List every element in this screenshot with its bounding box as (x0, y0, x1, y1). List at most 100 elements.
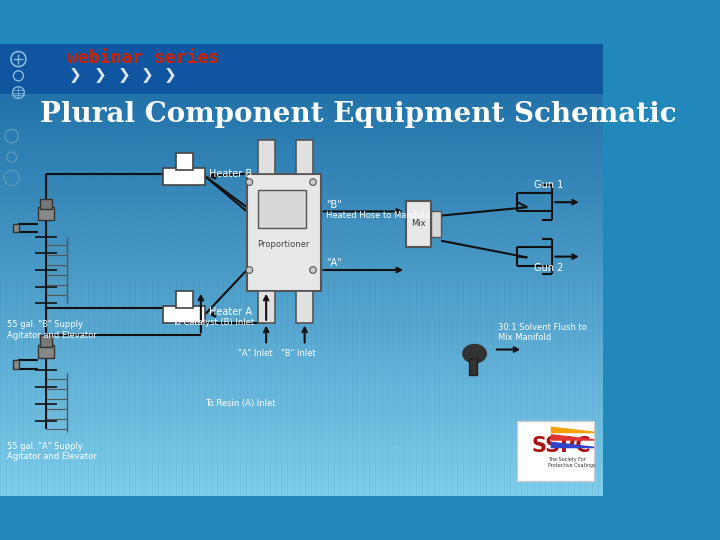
Bar (258, 140, 274, 174)
Ellipse shape (463, 345, 486, 363)
Polygon shape (0, 328, 603, 337)
Polygon shape (0, 421, 603, 429)
Text: "A" Inlet: "A" Inlet (238, 349, 273, 358)
Circle shape (246, 179, 253, 185)
Bar (163, 306, 205, 323)
Polygon shape (0, 86, 603, 94)
Polygon shape (0, 237, 603, 245)
Text: Heater A: Heater A (210, 307, 252, 317)
Text: ❯: ❯ (140, 69, 153, 83)
Text: "B" Inlet: "B" Inlet (282, 349, 316, 358)
Bar (406, 201, 431, 247)
Bar (258, 291, 274, 323)
Text: Heated Hose to Manifold: Heated Hose to Manifold (326, 211, 431, 220)
Polygon shape (0, 111, 603, 119)
Text: Gun 2: Gun 2 (534, 264, 563, 273)
Polygon shape (0, 404, 603, 412)
Bar (12, 360, 19, 369)
Text: 30:1 Solvent Flush to
Mix Manifold: 30:1 Solvent Flush to Mix Manifold (498, 323, 587, 342)
Polygon shape (0, 103, 603, 111)
Polygon shape (0, 212, 603, 220)
Bar (176, 291, 192, 308)
Text: ❯: ❯ (164, 69, 177, 83)
Bar (0, 44, 603, 94)
Polygon shape (0, 262, 603, 270)
Polygon shape (0, 362, 603, 370)
Circle shape (310, 267, 316, 273)
Bar (40, 335, 52, 347)
Polygon shape (0, 337, 603, 345)
Text: ❯: ❯ (68, 69, 81, 83)
Polygon shape (0, 195, 603, 203)
Polygon shape (0, 488, 603, 496)
Text: ❯: ❯ (94, 69, 107, 83)
Text: Proportioner: Proportioner (258, 240, 310, 249)
Polygon shape (0, 44, 603, 52)
Text: To Resin (A) Inlet: To Resin (A) Inlet (205, 400, 276, 408)
Polygon shape (0, 345, 603, 354)
Text: ❯: ❯ (117, 69, 130, 83)
Text: Mix: Mix (411, 219, 426, 228)
Polygon shape (551, 442, 594, 448)
Polygon shape (0, 78, 603, 86)
Polygon shape (0, 128, 603, 136)
Polygon shape (0, 387, 603, 395)
Polygon shape (0, 312, 603, 320)
Bar (163, 168, 205, 185)
Text: The Society For
Protective Coatings: The Society For Protective Coatings (548, 457, 596, 468)
Polygon shape (0, 370, 603, 379)
Bar (469, 358, 477, 375)
Polygon shape (0, 379, 603, 387)
Polygon shape (0, 295, 603, 303)
Polygon shape (0, 454, 603, 462)
Text: SSPC: SSPC (531, 436, 591, 456)
Polygon shape (0, 278, 603, 287)
Polygon shape (0, 462, 603, 471)
Polygon shape (0, 320, 603, 328)
Polygon shape (0, 186, 603, 195)
Bar (40, 199, 52, 209)
Bar (247, 174, 320, 291)
Polygon shape (0, 153, 603, 161)
Bar (12, 224, 19, 232)
Polygon shape (0, 395, 603, 404)
Polygon shape (0, 412, 603, 421)
Bar (431, 212, 441, 237)
Polygon shape (0, 245, 603, 253)
Polygon shape (551, 434, 594, 441)
Polygon shape (0, 94, 603, 103)
Polygon shape (0, 203, 603, 212)
Bar (37, 207, 55, 220)
Polygon shape (0, 136, 603, 145)
Text: Plural Component Equipment Schematic: Plural Component Equipment Schematic (40, 101, 677, 128)
Bar (297, 140, 313, 174)
Text: To Catalyst (B) Inlet: To Catalyst (B) Inlet (171, 318, 253, 327)
Polygon shape (551, 427, 594, 433)
Polygon shape (0, 145, 603, 153)
Polygon shape (0, 437, 603, 446)
Polygon shape (0, 228, 603, 237)
Bar (37, 345, 55, 358)
Bar (517, 421, 594, 481)
Polygon shape (0, 61, 603, 69)
Circle shape (246, 267, 253, 273)
Polygon shape (0, 354, 603, 362)
Polygon shape (0, 270, 603, 278)
Polygon shape (0, 303, 603, 312)
Polygon shape (0, 471, 603, 479)
Polygon shape (0, 446, 603, 454)
Polygon shape (0, 253, 603, 262)
Polygon shape (0, 69, 603, 78)
Text: Gun 1: Gun 1 (534, 180, 563, 190)
Polygon shape (0, 119, 603, 128)
Polygon shape (0, 52, 603, 61)
Bar (258, 191, 306, 228)
Text: 55 gal. "A" Supply
Agitator and Elevator: 55 gal. "A" Supply Agitator and Elevator (6, 442, 96, 461)
Polygon shape (0, 170, 603, 178)
Text: 55 gal. "B" Supply
Agitator and Elevator: 55 gal. "B" Supply Agitator and Elevator (6, 320, 96, 340)
Polygon shape (0, 161, 603, 170)
Text: Heater B: Heater B (210, 168, 253, 179)
Polygon shape (0, 429, 603, 437)
Polygon shape (0, 287, 603, 295)
Text: "B": "B" (326, 200, 342, 210)
